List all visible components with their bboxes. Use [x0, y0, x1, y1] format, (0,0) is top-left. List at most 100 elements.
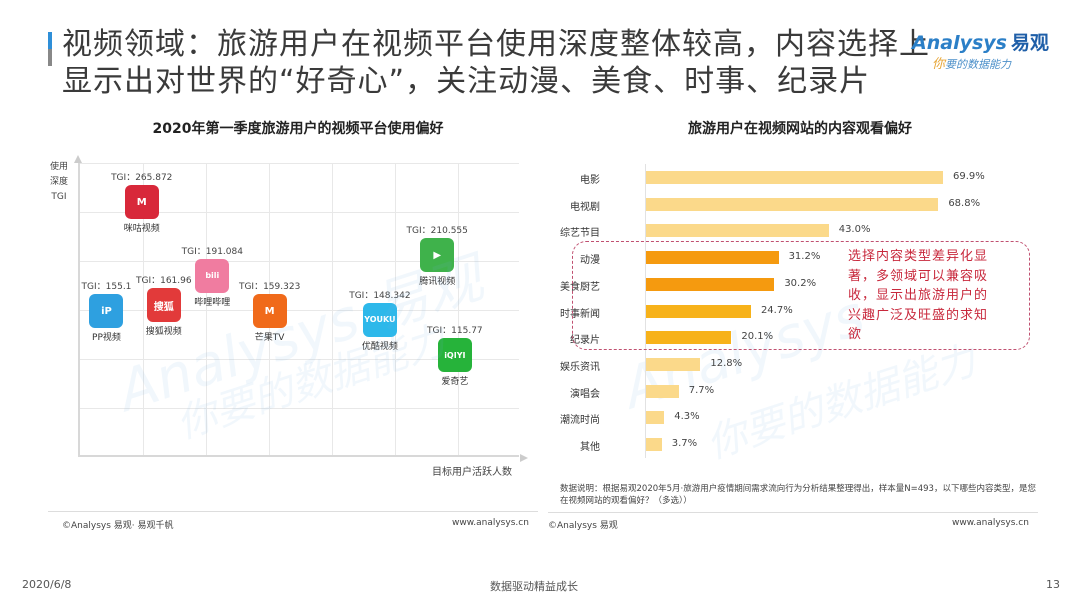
bar-value-label: 12.8%: [710, 357, 743, 369]
tgi-label: TGI：191.084: [181, 246, 243, 257]
tgi-label: TGI：265.872: [111, 173, 173, 184]
pptv-icon: iP: [89, 294, 124, 329]
bar-category-label: 电视剧: [570, 201, 600, 213]
source-divider-right: [548, 512, 1038, 513]
footer-date: 2020/6/8: [22, 578, 72, 591]
bar-category-label: 电影: [580, 175, 600, 186]
platform-name: 咪咕视频: [123, 224, 160, 235]
bar-category-label: 美食厨艺: [560, 281, 600, 293]
iqiyi-icon: iQIYI: [437, 338, 472, 373]
logo-slogan-rest: 要的数据能力: [945, 58, 1012, 71]
logo-slogan: 你要的数据能力: [932, 53, 1062, 72]
callout-text: 选择内容类型差异化显著，多领域可以兼容吸收，显示出旅游用户的兴趣广泛及旺盛的求知…: [848, 249, 989, 342]
bar-value-label: 20.1%: [741, 331, 774, 343]
page-title: 视频领域：旅游用户在视频平台使用深度整体较高，内容选择上显示出对世界的“好奇心”…: [62, 27, 930, 99]
bar: [646, 384, 679, 398]
bar: [646, 357, 701, 371]
bar-row: 电影 69.9%: [560, 169, 1000, 187]
title-accent-bar: [48, 32, 52, 66]
migu-icon: M: [124, 185, 159, 220]
bar-row: 电视剧 68.8%: [560, 196, 1000, 214]
bar-row: 娱乐资讯 12.8%: [560, 356, 1000, 374]
youku-icon: YOUKU: [362, 302, 397, 337]
bar-row: 演唱会 7.7%: [560, 383, 1000, 401]
platform-name: 哔哩哔哩: [194, 297, 231, 308]
footer-slogan: 数据驱动精益成长: [490, 580, 578, 593]
platform-name: 爱奇艺: [441, 377, 469, 388]
bar: [646, 331, 732, 345]
grid-line-horizontal: [80, 163, 519, 164]
platform-name: 芒果TV: [254, 333, 285, 344]
tgi-label: TGI：115.77: [427, 326, 483, 337]
logo-brand-cn: 易观: [1010, 32, 1049, 54]
bar-category-label: 动漫: [580, 255, 600, 267]
platform-name: 腾讯视频: [419, 277, 456, 288]
bar-row: 潮流时尚 4.3%: [560, 409, 1000, 427]
tgi-label: TGI：148.342: [349, 290, 411, 301]
bar: [646, 171, 943, 184]
highlight-dashed-box: [572, 241, 1030, 350]
platform-name: 搜狐视频: [145, 327, 182, 338]
sohu-icon: 搜狐: [146, 288, 181, 323]
bar: [646, 277, 775, 291]
bar-value-label: 43.0%: [838, 224, 871, 236]
bar-chart-axis: [645, 164, 646, 458]
bar: [646, 251, 779, 265]
scatter-point: TGI：159.323 M 芒果TV: [230, 279, 310, 343]
bar-row: 其他 3.7%: [560, 436, 1000, 454]
left-source: ©Analysys 易观· 易观千帆: [62, 521, 174, 531]
tgi-label: TGI：155.1: [81, 282, 132, 293]
bar-row: 美食厨艺 30.2%: [560, 276, 1000, 294]
bar-category-label: 娱乐资讯: [560, 361, 600, 373]
bar-category-label: 时事新闻: [560, 308, 600, 320]
tencent-video-icon: ▶: [420, 238, 455, 273]
tgi-label: TGI：161.96: [135, 276, 192, 287]
grid-line-vertical: [143, 163, 144, 455]
grid-line-horizontal: [80, 359, 519, 360]
bar-value-label: 24.7%: [760, 304, 793, 316]
logo-brand-text: nalysys: [926, 32, 1007, 54]
logo-brand-prefix: A: [912, 32, 927, 54]
bar: [646, 411, 665, 425]
x-axis-label: 目标用户活跃人数: [432, 467, 512, 478]
right-url: www.analysys.cn: [952, 518, 1029, 528]
bar-value-label: 68.8%: [948, 197, 981, 209]
bar-value-label: 30.2%: [784, 277, 817, 289]
bar: [646, 438, 662, 451]
bar: [646, 224, 829, 238]
right-source: ©Analysys 易观: [548, 521, 618, 531]
grid-line-vertical: [206, 163, 207, 455]
grid-line-horizontal: [80, 212, 519, 213]
bar-row: 时事新闻 24.7%: [560, 303, 1000, 321]
data-note: 数据说明：根据易观2020年5月·旅游用户疫情期间需求流向行为分析结果整理得出，…: [560, 484, 1036, 506]
bar-row: 动漫 31.2%: [560, 249, 1000, 267]
logo-slogan-first: 你: [932, 57, 946, 72]
bar-value-label: 7.7%: [688, 384, 715, 396]
scatter-point: TGI：265.872 M 咪咕视频: [102, 170, 182, 234]
scatter-chart-title: 2020年第一季度旅游用户的视频平台使用偏好: [152, 121, 444, 137]
bar-chart-title: 旅游用户在视频网站的内容观看偏好: [688, 121, 912, 137]
x-axis-arrow-icon: [520, 454, 528, 462]
bar-value-label: 4.3%: [674, 411, 700, 423]
bar: [646, 304, 751, 318]
bar-category-label: 潮流时尚: [560, 415, 600, 427]
bar-value-label: 3.7%: [671, 438, 698, 449]
bar-category-label: 综艺节目: [560, 228, 600, 240]
bar-category-label: 演唱会: [570, 388, 600, 400]
logo-brand: Analysys 易观: [912, 28, 1062, 55]
bar: [646, 197, 939, 211]
tgi-label: TGI：210.555: [406, 226, 468, 237]
tgi-label: TGI：159.323: [238, 282, 301, 293]
grid-line-vertical: [458, 163, 459, 455]
scatter-point: TGI：191.084 bili 哔哩哔哩: [172, 244, 252, 308]
analysys-logo: Analysys 易观 你要的数据能力: [912, 28, 1062, 72]
bar-row: 综艺节目 43.0%: [560, 222, 1000, 240]
mgtv-icon: M: [252, 294, 287, 329]
scatter-point: TGI：115.77 iQIYI 爱奇艺: [415, 323, 495, 387]
left-url: www.analysys.cn: [452, 518, 529, 528]
y-axis-label: 使用 深度 TGI: [44, 160, 74, 205]
scatter-point: TGI：155.1 iP PP视频: [66, 279, 146, 343]
bar-value-label: 69.9%: [953, 171, 985, 182]
scatter-point: TGI：210.555 ▶ 腾讯视频: [397, 223, 477, 287]
platform-name: 优酷视频: [361, 341, 398, 352]
